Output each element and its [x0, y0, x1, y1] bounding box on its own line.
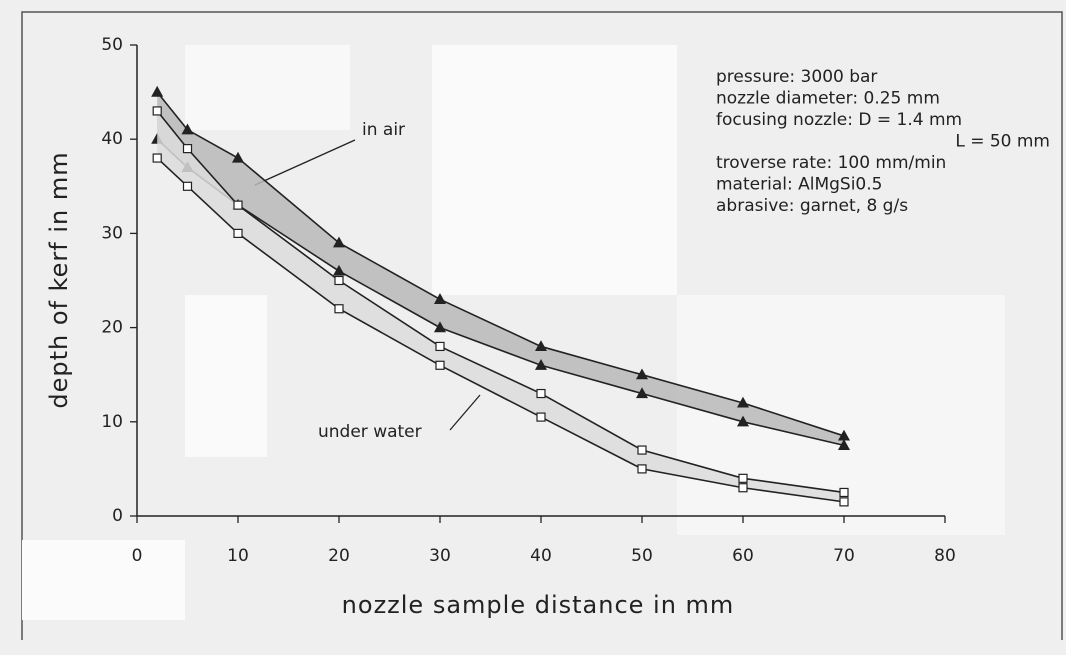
- info-line: L = 50 mm: [955, 132, 1050, 152]
- marker: [332, 264, 346, 276]
- marker: [635, 368, 649, 380]
- scan-patch: [185, 45, 350, 130]
- y-tick-label: 0: [112, 506, 123, 526]
- marker: [536, 388, 546, 399]
- x-tick-label: 40: [530, 546, 552, 566]
- marker: [738, 483, 748, 493]
- info-line: troverse rate: 100 mm/min: [716, 153, 946, 173]
- leader-line: [449, 394, 481, 431]
- marker: [435, 360, 445, 370]
- marker: [334, 304, 344, 314]
- x-tick-label: 80: [934, 546, 956, 566]
- x-tick-label: 30: [429, 546, 451, 566]
- annotation: under water: [318, 422, 422, 442]
- marker: [334, 275, 344, 286]
- marker: [151, 85, 164, 97]
- scan-patch: [185, 295, 267, 457]
- marker: [534, 359, 548, 370]
- marker: [736, 415, 750, 427]
- marker: [181, 123, 194, 135]
- marker: [839, 497, 849, 507]
- leader-line: [254, 139, 356, 186]
- info-line: nozzle diameter: 0.25 mm: [716, 89, 940, 109]
- x-tick-label: 20: [328, 546, 350, 566]
- marker: [738, 473, 748, 483]
- frame: [21, 11, 1063, 640]
- marker: [837, 439, 851, 450]
- marker: [182, 181, 193, 191]
- annotation: in air: [362, 120, 405, 140]
- marker: [435, 341, 445, 352]
- info-line: material: AlMgSi0.5: [716, 175, 882, 195]
- marker: [182, 144, 193, 154]
- y-tick-label: 20: [101, 318, 123, 338]
- marker: [433, 321, 447, 333]
- marker: [233, 228, 243, 238]
- marker: [332, 236, 346, 248]
- info-line: pressure: 3000 bar: [716, 67, 877, 87]
- marker: [231, 151, 245, 163]
- marker: [233, 200, 243, 210]
- marker: [152, 153, 162, 163]
- marker: [534, 340, 548, 352]
- marker: [635, 387, 649, 399]
- marker: [839, 487, 849, 498]
- x-axis-title: nozzle sample distance in mm: [342, 591, 735, 619]
- x-tick-label: 10: [227, 546, 249, 566]
- scan-patch: [22, 540, 185, 620]
- y-tick-label: 10: [101, 412, 123, 432]
- y-tick-label: 50: [101, 35, 123, 55]
- marker: [433, 293, 447, 304]
- info-line: abrasive: garnet, 8 g/s: [716, 196, 908, 216]
- y-tick-label: 30: [101, 223, 123, 243]
- marker: [637, 445, 647, 455]
- marker: [637, 464, 647, 474]
- marker: [736, 396, 750, 408]
- x-tick-label: 0: [132, 546, 143, 566]
- y-axis-title: depth of kerf in mm: [45, 151, 73, 408]
- x-tick-label: 70: [833, 546, 855, 566]
- info-line: focusing nozzle: D = 1.4 mm: [716, 110, 962, 130]
- x-tick-label: 50: [631, 546, 653, 566]
- y-tick-label: 40: [101, 129, 123, 149]
- scan-patch: [432, 45, 677, 295]
- x-tick-label: 60: [732, 546, 754, 566]
- marker: [152, 106, 162, 116]
- marker: [536, 412, 546, 422]
